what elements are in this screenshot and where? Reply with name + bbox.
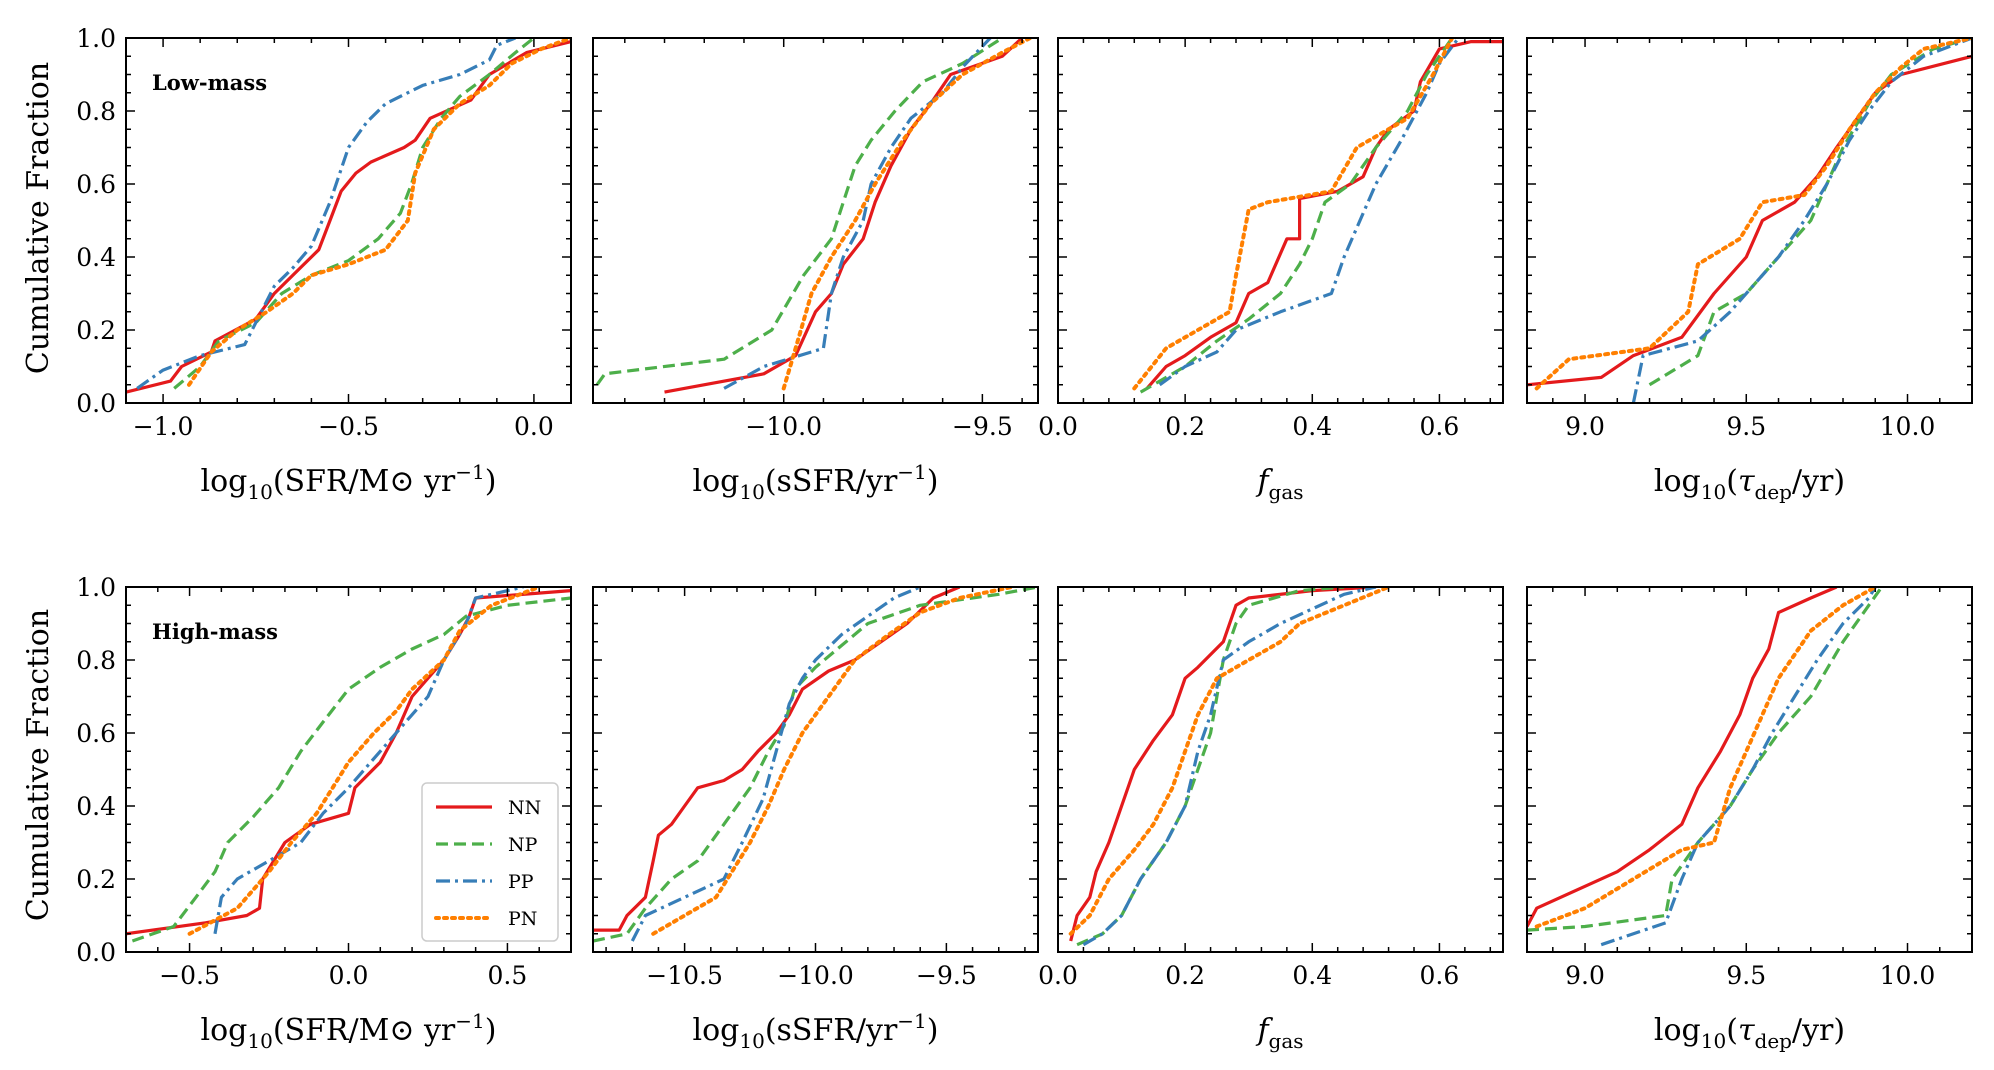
x-tick-label: 9.5 <box>1726 412 1766 441</box>
x-tick-label: 0.6 <box>1420 961 1460 990</box>
series-np-line <box>1527 587 1884 932</box>
x-tick-label: 0.2 <box>1165 961 1205 990</box>
y-tick-label: 0.2 <box>76 865 116 894</box>
series-pp-line <box>1600 587 1877 947</box>
series-np-line <box>593 587 1038 943</box>
y-tick-label: 0.6 <box>76 719 116 748</box>
x-axis-label: log10(SFR/M⊙ yr−1) <box>201 460 497 504</box>
x-axis-label: fgas <box>1255 464 1303 504</box>
x-tick-label: 0.0 <box>329 961 369 990</box>
panel-annotation: High-mass <box>152 619 278 644</box>
panel-1-3: 9.0 9.5 10.0 log10(τdep/yr) <box>1526 586 1973 1053</box>
x-tick-label: −10.0 <box>777 961 854 990</box>
series-np-line <box>595 38 1004 386</box>
plot-frame <box>592 586 1039 953</box>
series-np-line <box>1139 38 1454 394</box>
plot-frame <box>1057 37 1504 404</box>
series-pn-line <box>1534 38 1972 391</box>
legend-label-nn: NN <box>508 797 541 819</box>
x-tick-label: −10.5 <box>646 961 723 990</box>
plot-frame <box>1526 586 1973 953</box>
series-nn-line <box>664 38 1024 394</box>
series-nn-line <box>1145 40 1503 390</box>
y-tick-label: 0.0 <box>76 389 116 418</box>
series-pn-line <box>1132 38 1455 391</box>
series-pn-line <box>1068 587 1391 936</box>
series-pn-line <box>781 38 1033 391</box>
x-tick-label: 0.6 <box>1420 412 1460 441</box>
legend-label-pp: PP <box>508 871 534 893</box>
panel-0-2: 0.0 0.2 0.4 0.6 fgas <box>1038 37 1504 504</box>
series-np-line <box>1076 587 1345 947</box>
legend-label-np: NP <box>508 834 538 856</box>
series-pn-line <box>651 587 1014 936</box>
x-tick-label: −9.5 <box>952 412 1013 441</box>
x-tick-label: −9.5 <box>916 961 977 990</box>
legend-box <box>421 782 559 942</box>
x-tick-label: 0.0 <box>1038 412 1078 441</box>
legend-label-pn: PN <box>508 908 537 930</box>
y-tick-label: 0.8 <box>76 646 116 675</box>
ylabel-bottom: Cumulative Fraction <box>21 609 56 921</box>
series-pn-line <box>1534 587 1878 929</box>
panels: −1.0 −0.5 0.0 0.0 0.2 0.4 0.6 0.8 1.0 log10(SFR/M… <box>76 24 1973 1053</box>
x-tick-label: 9.5 <box>1726 961 1766 990</box>
panel-0-3: 9.0 9.5 10.0 log10(τdep/yr) <box>1526 37 1973 504</box>
series-nn-line <box>1069 587 1376 942</box>
x-tick-label: 10.0 <box>1880 412 1936 441</box>
x-tick-label: 0.5 <box>488 961 528 990</box>
y-tick-label: 0.6 <box>76 170 116 199</box>
x-tick-label: 0.2 <box>1165 412 1205 441</box>
x-axis-label: fgas <box>1255 1013 1303 1053</box>
x-axis-label: log10(sSFR/yr−1) <box>693 460 939 504</box>
series-pp-line <box>1158 38 1460 387</box>
x-axis-label: log10(sSFR/yr−1) <box>693 1009 939 1053</box>
x-tick-label: 9.0 <box>1565 412 1605 441</box>
x-tick-label: −10.0 <box>745 412 822 441</box>
y-tick-label: 1.0 <box>76 24 116 53</box>
y-tick-label: 0.4 <box>76 243 116 272</box>
x-axis-label: log10(τdep/yr) <box>1654 1013 1845 1053</box>
series-pp-line <box>630 587 921 942</box>
panel-1-1: −10.5 −10.0 −9.5 log10(sSFR/yr−1) <box>592 586 1039 1053</box>
series-pp-line <box>213 587 524 935</box>
x-tick-label: −0.5 <box>159 961 220 990</box>
x-tick-label: 0.4 <box>1292 412 1332 441</box>
x-tick-label: 9.0 <box>1565 961 1605 990</box>
x-tick-label: −0.5 <box>318 412 379 441</box>
series-nn-line <box>1527 587 1838 928</box>
x-tick-label: 10.0 <box>1880 961 1936 990</box>
series-np-line <box>173 38 535 390</box>
legend: NN NP PP PN <box>421 782 559 942</box>
ylabel-top: Cumulative Fraction <box>21 62 56 374</box>
series-pn-line <box>187 587 542 936</box>
series-np-line <box>131 596 571 943</box>
x-axis-label: log10(SFR/M⊙ yr−1) <box>201 1009 497 1053</box>
y-tick-label: 0.4 <box>76 792 116 821</box>
x-tick-label: 0.0 <box>1038 961 1078 990</box>
y-tick-label: 0.8 <box>76 97 116 126</box>
series-pp-line <box>1082 587 1377 947</box>
x-tick-label: 0.4 <box>1292 961 1332 990</box>
series-np-line <box>1648 38 1972 387</box>
y-tick-label: 0.2 <box>76 316 116 345</box>
series-nn-line <box>593 587 961 932</box>
panel-0-0: −1.0 −0.5 0.0 0.0 0.2 0.4 0.6 0.8 1.0 log10(SFR/M… <box>76 24 572 504</box>
series-pp-line <box>1631 38 1972 403</box>
panel-0-1: −10.0 −9.5 log10(sSFR/yr−1) <box>592 37 1039 504</box>
x-axis-label: log10(τdep/yr) <box>1654 464 1845 504</box>
y-tick-label: 1.0 <box>76 573 116 602</box>
y-tick-label: 0.0 <box>76 938 116 967</box>
x-tick-label: −1.0 <box>133 412 194 441</box>
series-pn-line <box>187 38 571 387</box>
panel-1-0: −0.5 0.0 0.5 0.0 0.2 0.4 0.6 0.8 1.0 log10(SFR/M⊙… <box>76 573 572 1053</box>
panel-annotation: Low-mass <box>152 70 267 95</box>
series-pp-line <box>136 38 516 390</box>
panel-1-2: 0.0 0.2 0.4 0.6 fgas <box>1038 586 1504 1053</box>
x-tick-label: 0.0 <box>514 412 554 441</box>
plot-frame <box>592 37 1039 404</box>
